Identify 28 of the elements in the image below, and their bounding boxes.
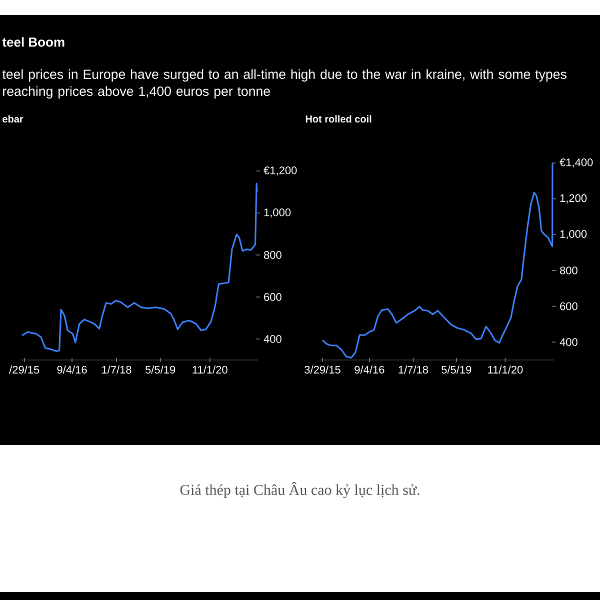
chart-subtitle: teel prices in Europe have surged to an all-time high due to the war in kraine, with some types reaching prices above 1,400 euros per tonne bbox=[2, 69, 566, 99]
x-tick-label: /29/15 bbox=[9, 366, 40, 374]
y-tick-label: 400 bbox=[264, 335, 282, 343]
y-tick-label: 800 bbox=[264, 251, 282, 259]
y-tick-label: 600 bbox=[560, 302, 578, 310]
x-tick-label: 9/4/16 bbox=[57, 366, 87, 374]
chart-title: Hot rolled coil bbox=[306, 115, 372, 123]
x-tick-label: 3/29/15 bbox=[304, 366, 340, 374]
y-tick-label: 400 bbox=[560, 338, 578, 346]
x-tick-label: 5/5/19 bbox=[145, 366, 176, 374]
x-tick-label: 5/5/19 bbox=[442, 366, 472, 374]
y-tick-label: 1,000 bbox=[264, 208, 291, 218]
line-series bbox=[322, 162, 554, 358]
y-tick-label: 1,200 bbox=[560, 194, 587, 204]
x-tick-label: 11/1/20 bbox=[488, 366, 523, 374]
y-tick-label: €1,200 bbox=[264, 166, 297, 176]
y-tick-label: 1,000 bbox=[560, 230, 587, 240]
text: ebar bbox=[2, 115, 24, 123]
x-tick-label: 9/4/16 bbox=[354, 366, 384, 374]
y-tick-label: €1,400 bbox=[560, 158, 593, 168]
x-tick-label: 1/7/18 bbox=[102, 366, 132, 374]
line-series bbox=[21, 182, 258, 352]
x-tick-label: 11/1/20 bbox=[192, 366, 228, 374]
text: Giá thép tại Châu Âu cao kỷ lục lịch sử. bbox=[180, 482, 420, 498]
y-tick-label: 600 bbox=[264, 293, 282, 301]
chart-title: teel Boom bbox=[2, 37, 64, 47]
x-tick-label: 1/7/18 bbox=[398, 366, 428, 374]
y-tick-label: 800 bbox=[560, 266, 578, 274]
